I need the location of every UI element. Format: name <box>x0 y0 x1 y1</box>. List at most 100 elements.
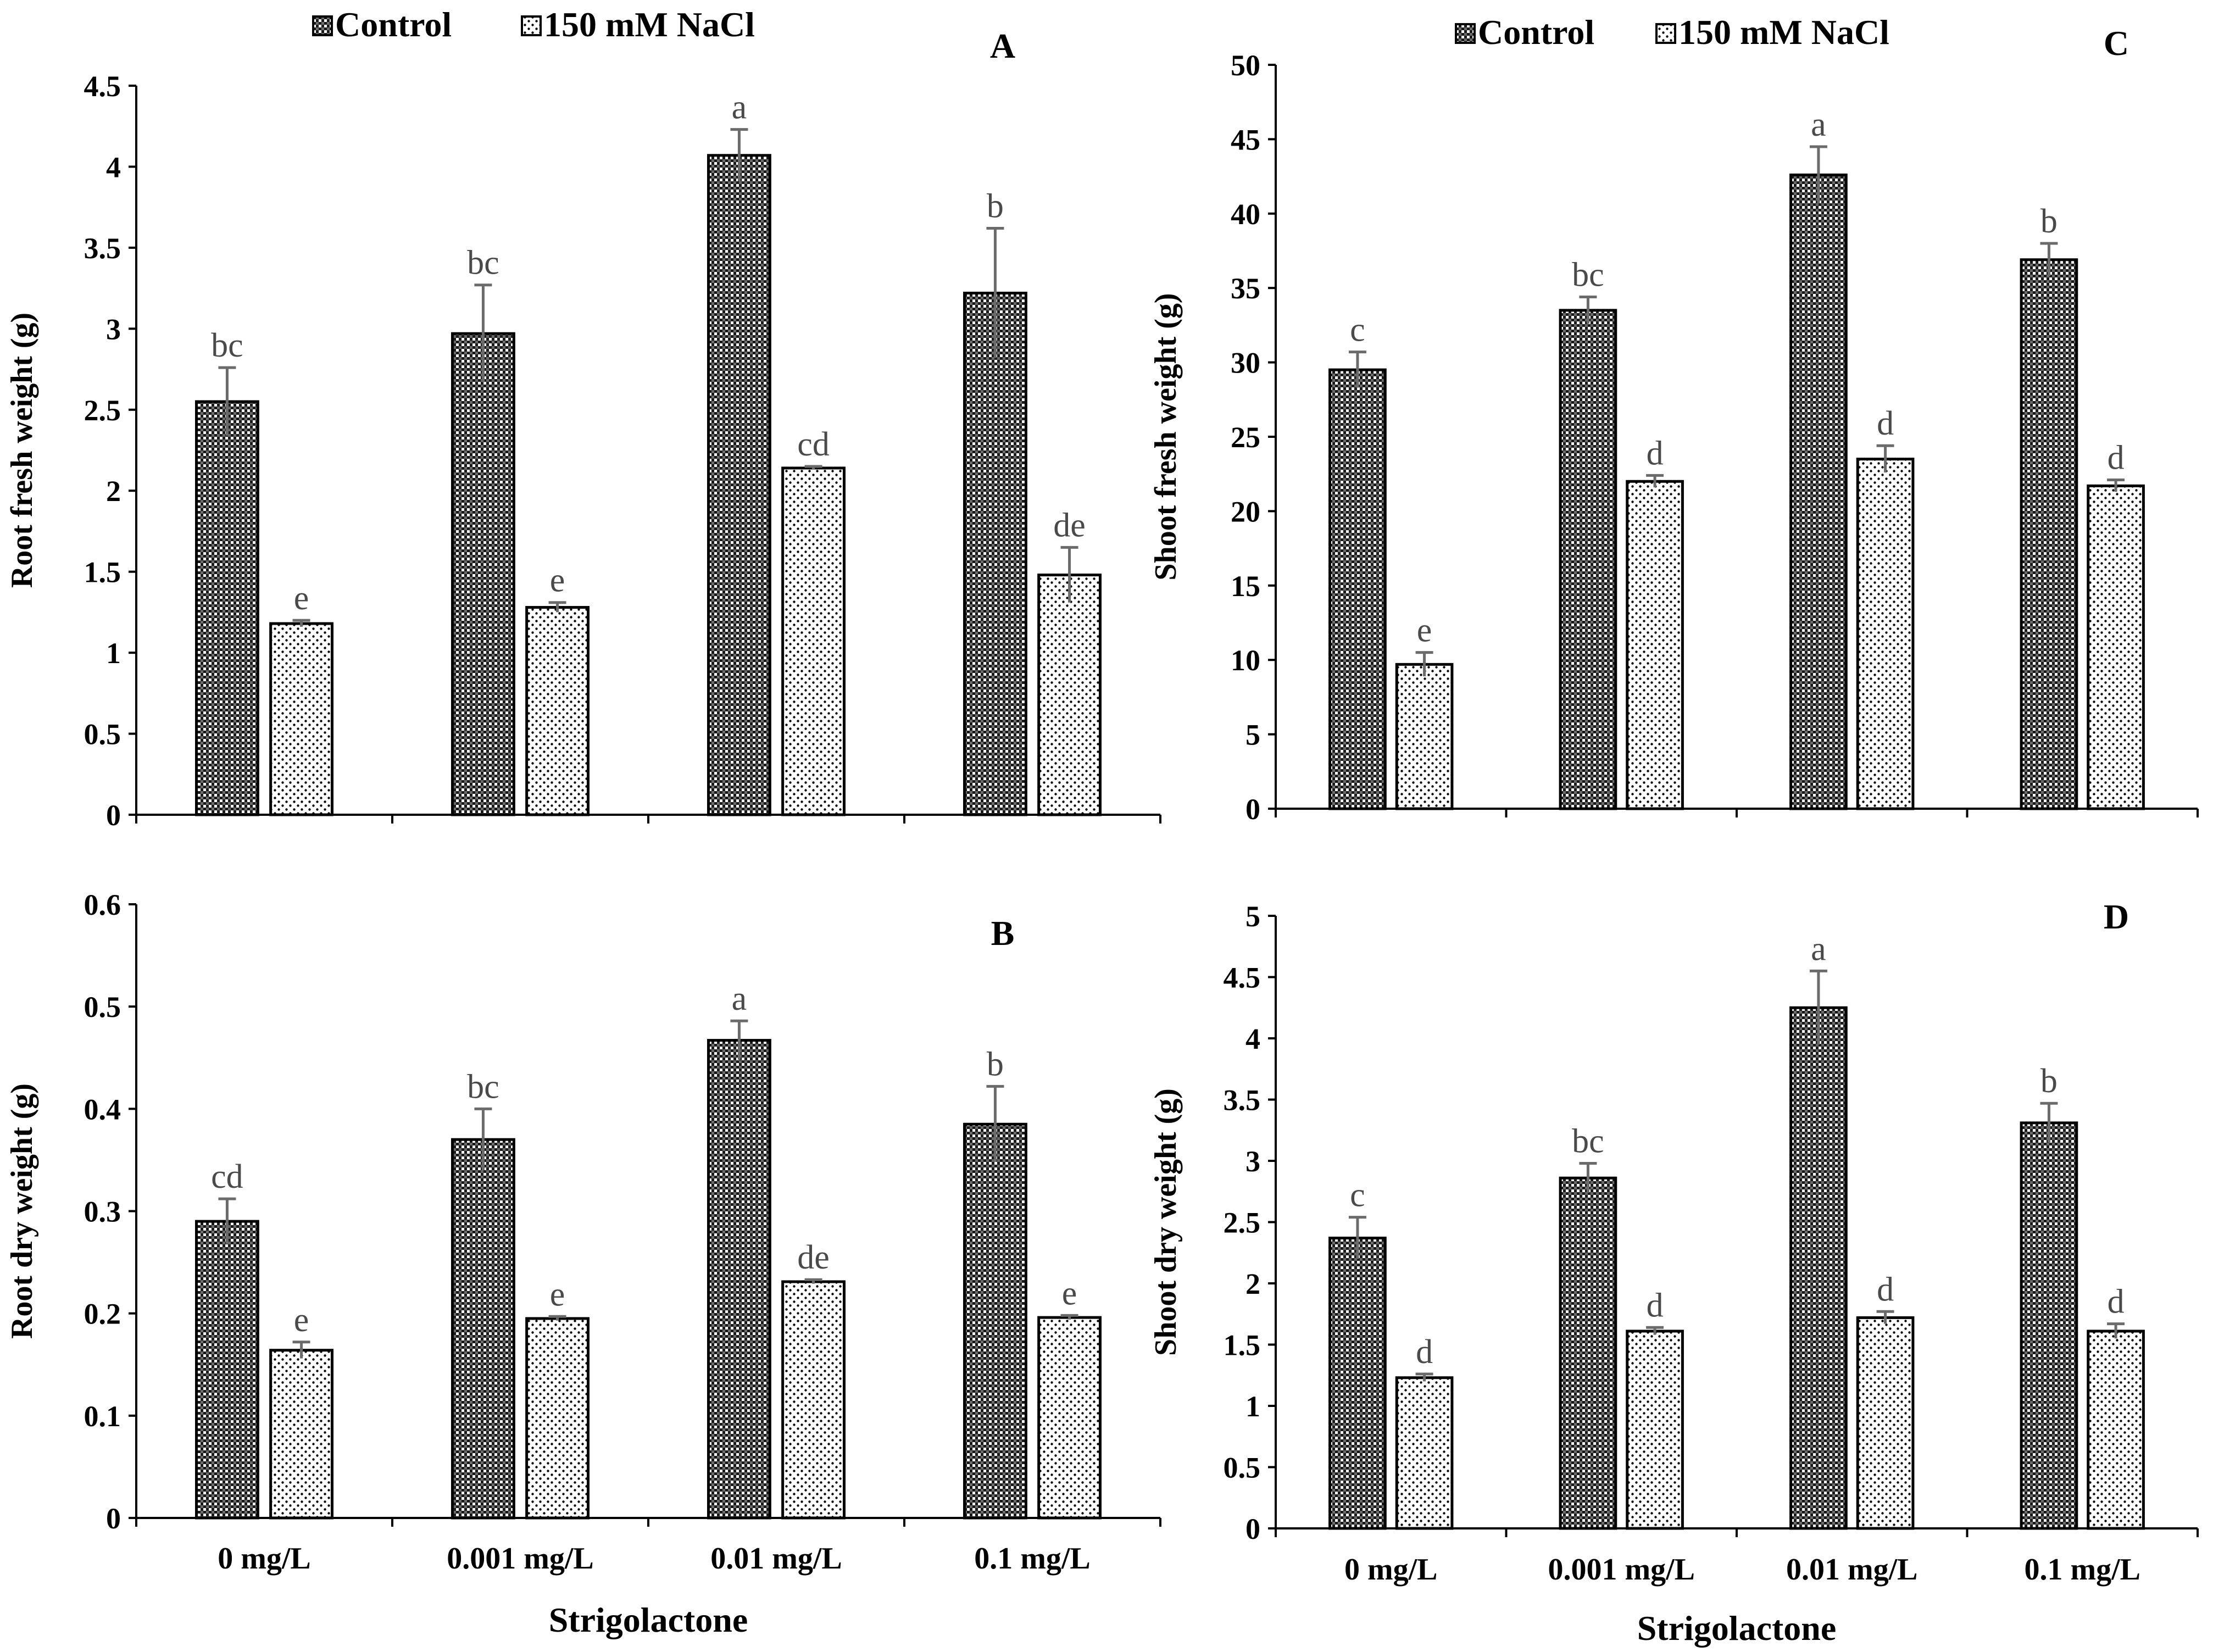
significance-letter: bc <box>1572 256 1604 293</box>
bar-control <box>707 154 771 816</box>
significance-letter: a <box>1811 106 1826 143</box>
x-tick-label: 0.1 mg/L <box>974 1542 1091 1576</box>
y-tick-label: 5 <box>1245 900 1260 933</box>
significance-letter: e <box>1417 612 1432 649</box>
y-tick-label: 35 <box>1231 272 1260 305</box>
x-tick-label: 0.001 mg/L <box>447 1542 594 1576</box>
significance-letter: de <box>1053 507 1086 544</box>
y-tick-label: 15 <box>1231 570 1260 603</box>
x-tick-label: 0.001 mg/L <box>1548 1553 1695 1587</box>
y-tick-label: 1 <box>1245 1390 1260 1423</box>
significance-letter: cd <box>797 426 830 463</box>
y-axis-label: Root fresh weight (g) <box>5 313 39 588</box>
y-tick-label: 0.5 <box>84 991 121 1024</box>
y-tick-label: 4 <box>106 151 121 183</box>
y-tick-label: 20 <box>1231 495 1260 528</box>
y-tick-label: 50 <box>1231 49 1260 82</box>
significance-letter: c <box>1350 312 1365 349</box>
bar-nacl <box>2087 484 2145 810</box>
bar-nacl <box>525 1317 590 1520</box>
significance-letter: d <box>1416 1333 1433 1371</box>
y-tick-label: 1.5 <box>1224 1329 1261 1362</box>
y-tick-label: 5 <box>1245 719 1260 752</box>
significance-letter: e <box>550 562 565 599</box>
legend-swatch-nacl <box>1655 23 1676 44</box>
x-tick-label: 0.01 mg/L <box>710 1542 842 1576</box>
y-tick-label: 3.5 <box>84 232 121 265</box>
x-tick-label: 0.01 mg/L <box>1786 1553 1918 1587</box>
bar-nacl <box>781 466 846 816</box>
bar-control <box>1789 1006 1848 1530</box>
significance-letter: a <box>732 980 747 1017</box>
bar-control <box>2020 258 2078 810</box>
bar-control <box>1328 368 1387 810</box>
y-tick-label: 0.1 <box>84 1400 121 1433</box>
significance-letter: c <box>1350 1177 1365 1214</box>
bar-control <box>1789 173 1848 810</box>
bar-nacl <box>269 1349 333 1520</box>
legend-label-nacl: 150 mM NaCl <box>1678 13 1889 52</box>
bar-nacl <box>1626 1330 1684 1530</box>
bar-nacl <box>1395 1376 1454 1530</box>
bar-control <box>2020 1121 2078 1530</box>
bar-control <box>195 400 259 816</box>
bar-nacl <box>2087 1330 2145 1530</box>
y-tick-label: 0.6 <box>84 888 121 921</box>
significance-letter: bc <box>211 327 243 364</box>
y-axis-label: Shoot dry weight (g) <box>1149 1088 1183 1356</box>
bar-nacl <box>1037 574 1102 816</box>
y-tick-label: 3 <box>1245 1145 1260 1178</box>
bar-control <box>195 1220 259 1520</box>
legend-label-control: Control <box>335 5 452 44</box>
y-tick-label: 10 <box>1231 644 1260 677</box>
legend-swatch-nacl <box>521 15 542 36</box>
x-tick-label: 0 mg/L <box>1344 1553 1438 1587</box>
bar-nacl <box>525 606 590 816</box>
significance-letter: bc <box>1572 1122 1604 1160</box>
bar-nacl <box>269 622 333 816</box>
significance-letter: d <box>2108 1283 2125 1321</box>
chart-panel-a: 0 0.5 1 1.5 2 2.5 3 3.5 4 4.5 Root fresh weight (g… <box>5 26 1161 832</box>
significance-letter: b <box>987 1045 1004 1083</box>
bar-control <box>1328 1236 1387 1530</box>
significance-letter: d <box>1647 1287 1664 1324</box>
significance-letter: a <box>1811 930 1826 967</box>
y-tick-label: 0.4 <box>84 1093 121 1126</box>
bar-control <box>451 1138 515 1520</box>
x-tick-label: 0.1 mg/L <box>2024 1553 2140 1587</box>
legend-label-control: Control <box>1478 13 1594 52</box>
significance-letter: d <box>1647 435 1664 472</box>
bar-control <box>1559 309 1617 810</box>
significance-letter: d <box>1877 405 1894 442</box>
bar-nacl <box>1856 458 1915 810</box>
significance-letter: a <box>732 89 747 126</box>
significance-letter: b <box>2040 203 2058 240</box>
y-tick-label: 3.5 <box>1224 1084 1261 1117</box>
y-tick-label: 0.5 <box>84 718 121 751</box>
y-tick-label: 0.2 <box>84 1298 121 1331</box>
y-axis-label: Shoot fresh weight (g) <box>1149 293 1183 580</box>
x-axis-label: Strigolactone <box>549 1600 748 1639</box>
y-tick-label: 2.5 <box>84 394 121 427</box>
panel-letter: D <box>2104 897 2129 936</box>
legend-swatch-control <box>1455 23 1476 44</box>
bar-nacl <box>1626 480 1684 810</box>
panel-letter: B <box>991 914 1015 953</box>
significance-letter: de <box>797 1239 830 1276</box>
x-tick-label: 0 mg/L <box>218 1542 311 1576</box>
bar-nacl <box>781 1280 846 1520</box>
significance-letter: e <box>294 1301 309 1339</box>
legend-right: Control 150 mM NaCl <box>1455 13 1889 52</box>
y-tick-label: 0 <box>106 1502 121 1535</box>
y-tick-label: 0 <box>1245 1512 1260 1545</box>
y-tick-label: 4.5 <box>84 70 121 103</box>
y-tick-label: 0 <box>106 799 121 832</box>
y-tick-label: 2.5 <box>1224 1206 1261 1239</box>
chart-panel-d: 0 0.5 1 1.5 2 2.5 3 3.5 4 4.5 5 Shoot dry weight (g… <box>1149 897 2199 1648</box>
y-tick-label: 4.5 <box>1224 961 1261 994</box>
bar-nacl <box>1037 1316 1102 1520</box>
legend-swatch-control <box>312 15 333 36</box>
significance-letter: cd <box>211 1158 243 1195</box>
chart-panel-c: 0 5 10 15 20 25 30 35 40 45 50 Shoot fresh weight (… <box>1149 24 2199 826</box>
